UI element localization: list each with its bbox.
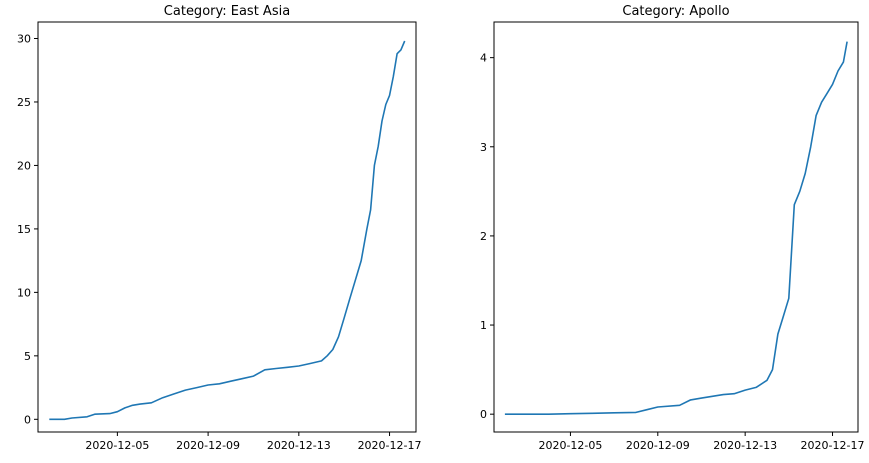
y-tick-label: 1 <box>480 319 487 332</box>
y-tick-label: 15 <box>17 223 31 236</box>
y-tick-label: 30 <box>17 33 31 46</box>
x-tick-label: 2020-12-17 <box>358 439 422 452</box>
y-tick-label: 20 <box>17 159 31 172</box>
chart-panel-east-asia: Category: East Asia 0 5 10 15 20 25 30 2020-12-… <box>17 4 422 452</box>
y-tick-label: 0 <box>24 413 31 426</box>
x-tick-label: 2020-12-13 <box>267 439 331 452</box>
y-tick-label: 4 <box>480 52 487 65</box>
x-tick-label: 2020-12-09 <box>176 439 240 452</box>
chart-title: Category: Apollo <box>622 4 729 19</box>
chart-title: Category: East Asia <box>164 4 290 19</box>
series-line <box>49 40 406 421</box>
y-tick-label: 10 <box>17 286 31 299</box>
chart-panel-apollo: Category: Apollo 0 1 2 3 4 2020-12-05 2020-12-… <box>480 4 864 452</box>
series-line <box>504 41 848 416</box>
y-tick-label: 2 <box>480 230 487 243</box>
x-tick-label: 2020-12-17 <box>801 439 865 452</box>
y-tick-label: 5 <box>24 350 31 363</box>
y-tick-label: 0 <box>480 408 487 421</box>
x-tick-label: 2020-12-05 <box>85 439 149 452</box>
axes-frame <box>37 21 417 433</box>
x-tick-label: 2020-12-09 <box>626 439 690 452</box>
axes-frame <box>493 21 859 433</box>
x-tick-label: 2020-12-05 <box>538 439 602 452</box>
y-tick-label: 3 <box>480 141 487 154</box>
x-tick-label: 2020-12-13 <box>713 439 777 452</box>
y-tick-label: 25 <box>17 96 31 109</box>
